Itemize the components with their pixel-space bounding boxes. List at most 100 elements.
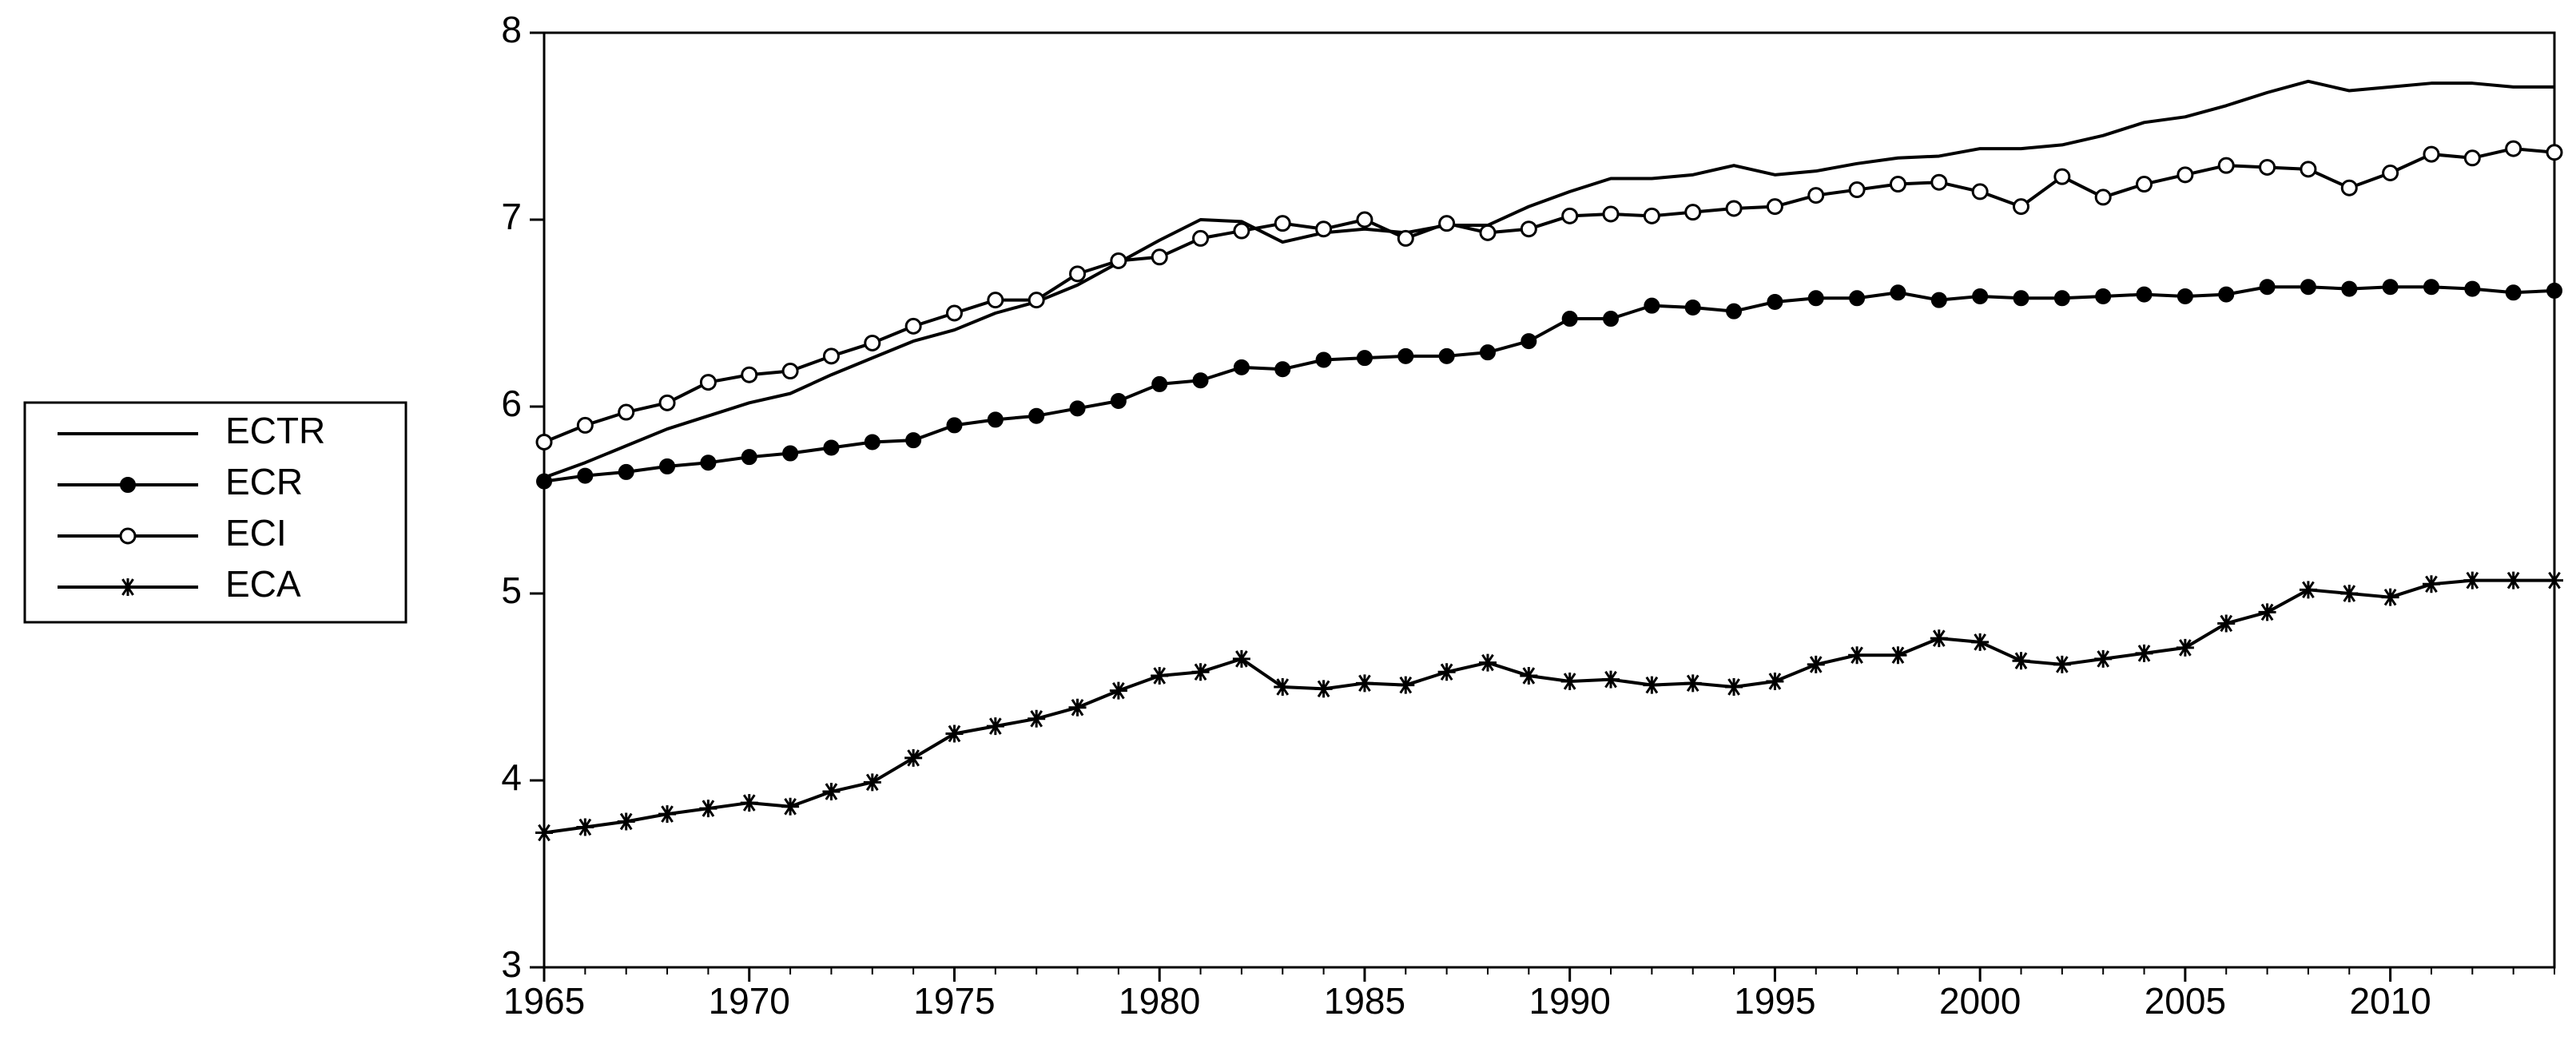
point-marker [2053,290,2070,307]
point-marker [1274,361,1291,378]
point-marker [2053,168,2071,185]
point-marker [1561,207,1579,224]
point-marker [781,363,799,380]
y-tick-label: 7 [501,196,522,237]
point-marker [1109,681,1127,700]
point-marker [1848,181,1866,199]
point-marker [1643,207,1660,224]
point-marker [2299,581,2317,599]
point-marker [2218,286,2235,303]
point-marker [618,403,635,421]
point-marker [1561,311,1578,327]
legend-marker [120,477,136,493]
point-marker [2217,614,2236,633]
point-marker [1684,674,1702,693]
point-marker [1274,678,1292,696]
point-marker [1644,297,1660,314]
point-marker [1274,215,1291,232]
point-marker [2013,290,2029,307]
point-marker [863,773,881,792]
point-marker [2136,176,2153,193]
point-marker [1437,663,1456,681]
point-marker [2422,575,2440,593]
point-marker [2217,157,2235,174]
point-marker [2300,161,2317,178]
point-marker [1356,350,1373,367]
point-marker [1356,211,1373,228]
point-marker [2135,644,2153,662]
point-marker [864,434,881,451]
point-marker [1479,344,1496,361]
point-marker [617,812,635,831]
point-marker [1479,224,1497,241]
point-marker [2505,284,2522,301]
point-marker [1521,333,1537,350]
x-tick-label: 1985 [1324,980,1405,1022]
point-marker [1028,292,1045,309]
point-marker [1602,670,1620,689]
point-marker [1478,653,1497,672]
series-line [543,147,2555,444]
point-marker [1397,229,1414,247]
legend-label: ECR [225,461,303,502]
point-marker [535,433,553,451]
y-tick-label: 4 [501,756,522,798]
point-marker [1355,674,1373,693]
point-marker [1930,292,1947,308]
y-tick-label: 8 [501,9,522,50]
point-marker [1028,407,1045,424]
series-line [543,79,2554,479]
point-marker [2340,585,2359,602]
point-marker [1110,252,1127,269]
point-marker [1233,222,1250,240]
point-marker [2463,571,2482,589]
point-marker [1725,200,1743,217]
point-marker [2546,282,2562,299]
point-marker [2546,571,2563,589]
point-marker [741,366,758,383]
point-marker [740,794,758,812]
series-line [543,285,2555,483]
point-marker [1520,220,1537,238]
point-marker [1848,646,1866,665]
point-marker [2463,149,2481,167]
point-marker [781,797,800,816]
point-marker [2053,655,2071,673]
point-marker [2259,158,2276,176]
point-marker [987,411,1004,428]
legend-marker [119,578,137,596]
point-marker [986,717,1004,736]
point-marker [2423,279,2439,296]
point-marker [699,800,718,818]
point-marker [1438,347,1455,364]
series-line [543,578,2554,835]
point-marker [2012,652,2030,670]
point-marker [946,417,963,434]
point-marker [1192,372,1209,389]
point-marker [1889,176,1906,193]
point-marker [2464,280,2481,297]
point-marker [2504,571,2522,589]
point-marker [1233,359,1250,375]
point-marker [1890,284,1906,301]
point-marker [700,455,717,471]
point-marker [987,292,1004,309]
x-tick-label: 1995 [1734,980,1815,1022]
point-marker [741,449,757,466]
point-marker [823,439,840,456]
x-tick-label: 1990 [1529,980,1611,1022]
point-marker [905,432,922,449]
point-marker [2094,649,2113,668]
point-marker [2423,145,2440,163]
point-marker [2382,279,2399,296]
point-marker [1397,676,1415,694]
point-marker [536,473,552,490]
point-marker [2094,189,2112,206]
point-marker [2382,165,2399,181]
point-marker [864,334,881,351]
point-marker [1315,220,1333,238]
point-marker [1438,215,1456,232]
point-marker [2176,638,2194,657]
point-marker [1315,351,1332,368]
